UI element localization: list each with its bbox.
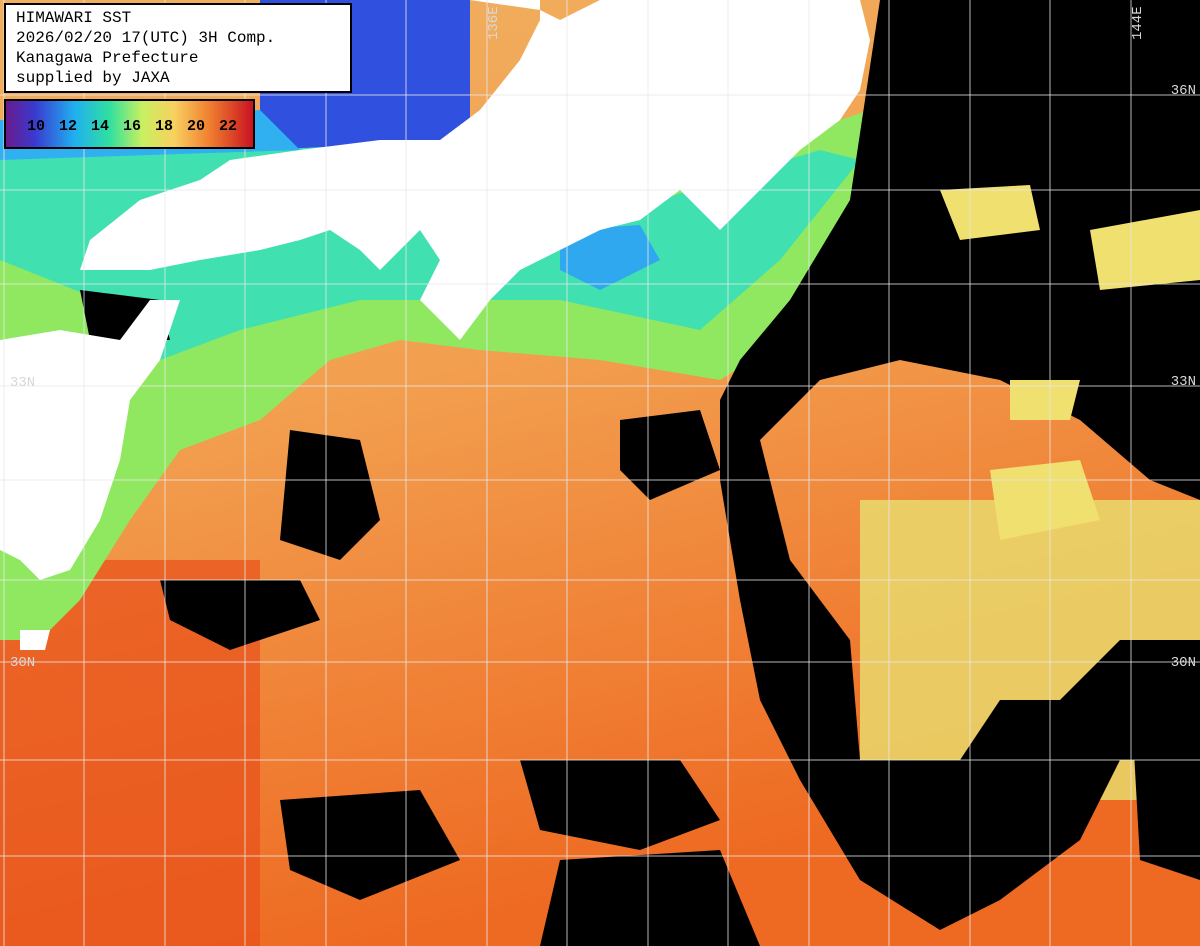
header-box [4,3,352,93]
colorbar-label: 18 [155,118,173,135]
colorbar-label: 10 [27,118,45,135]
land [0,0,870,650]
lon-label: 144E [1130,6,1146,40]
header-line: 2026/02/20 17(UTC) 3H Comp. [16,29,275,47]
colorbar-label: 14 [91,118,109,135]
header-line: supplied by JAXA [16,69,170,87]
bay-water [560,225,660,290]
lat-label: 33N [10,375,35,391]
lon-label: 136E [486,6,502,40]
colorbar-label: 22 [219,118,237,135]
colorbar-label: 16 [123,118,141,135]
colorbar-labels: 10 12 14 16 18 20 22 [27,118,237,135]
lat-label: 36N [1171,83,1196,99]
colorbar-label: 12 [59,118,77,135]
lat-label: 33N [1171,374,1196,390]
header-line: HIMAWARI SST [16,9,131,27]
header-line: Kanagawa Prefecture [16,49,198,67]
cloud-cover [80,0,1200,946]
lat-label: 30N [1171,655,1196,671]
colorbar [4,99,255,149]
lat-label: 30N [10,655,35,671]
colorbar-label: 20 [187,118,205,135]
